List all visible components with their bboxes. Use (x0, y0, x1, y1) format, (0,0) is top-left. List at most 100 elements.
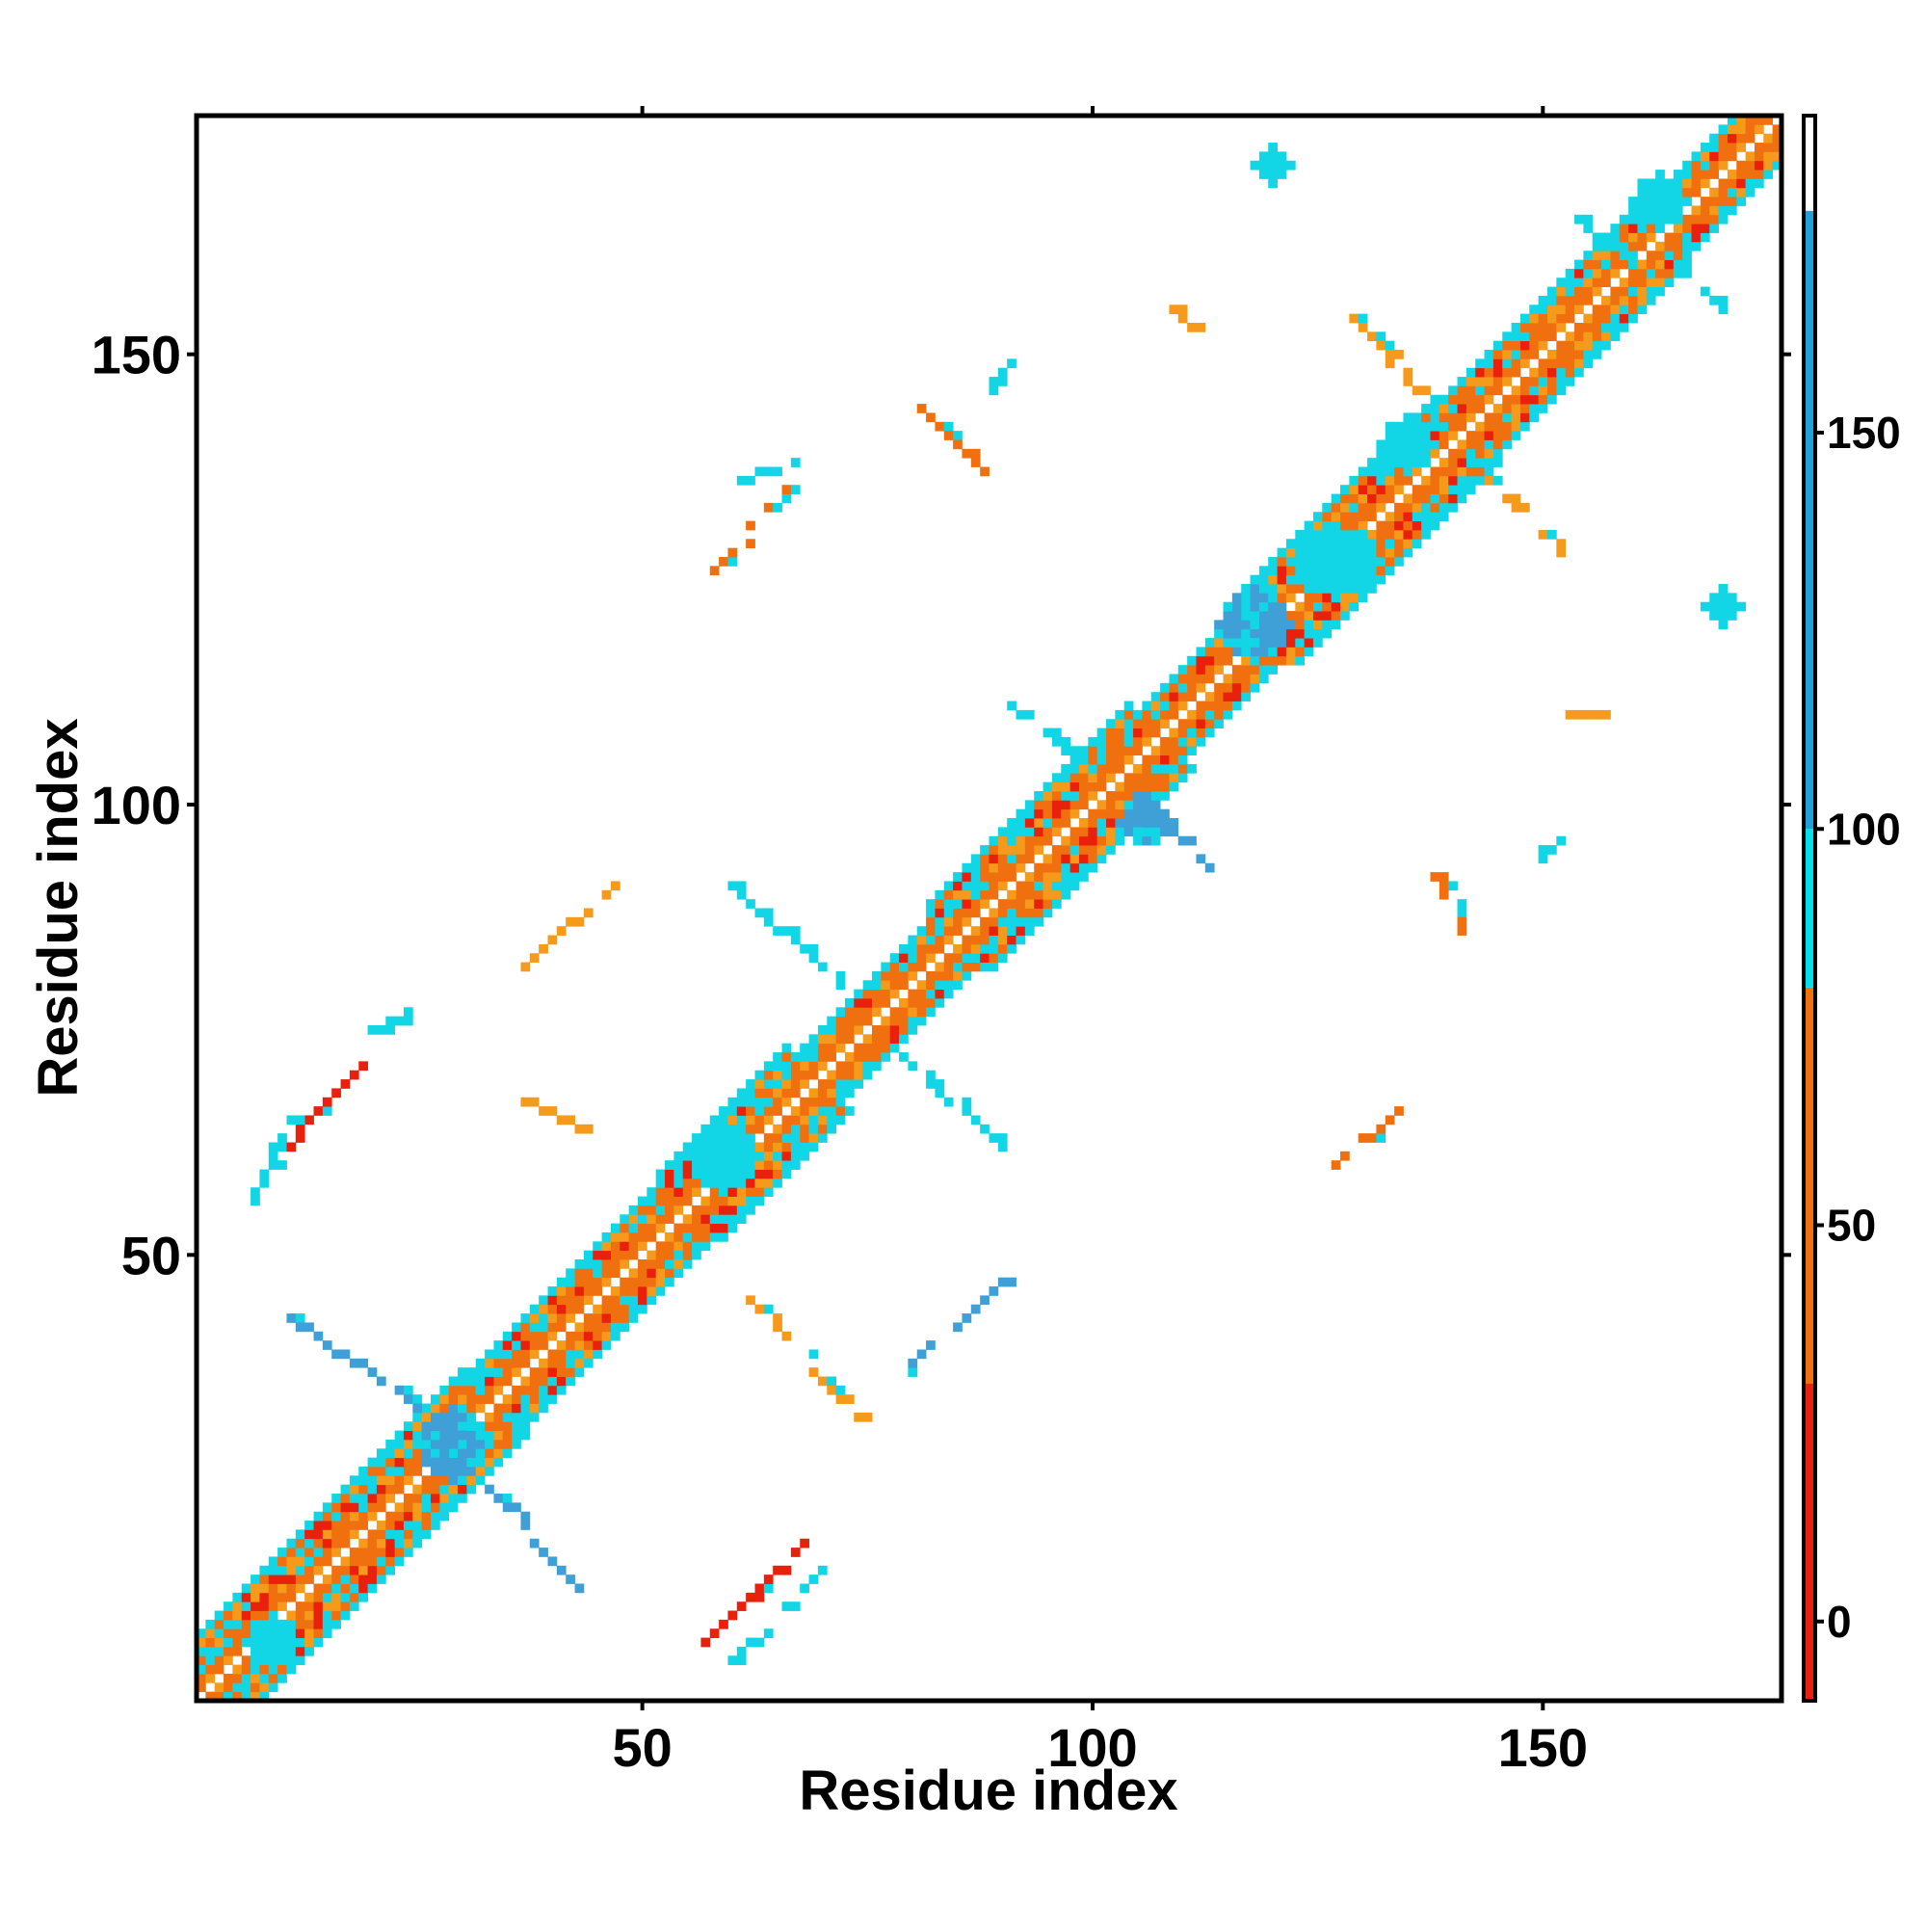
heatmap-cell (1556, 358, 1567, 369)
heatmap-cell (817, 1565, 828, 1575)
heatmap-cell (1331, 611, 1341, 621)
heatmap-cell (349, 1575, 359, 1584)
heatmap-cell (1007, 854, 1016, 864)
heatmap-cell (1169, 736, 1179, 747)
heatmap-cell (539, 1322, 548, 1333)
heatmap-cell (412, 1529, 423, 1540)
heatmap-cell (962, 1313, 972, 1323)
heatmap-cell (1421, 475, 1431, 486)
heatmap-cell (512, 1430, 521, 1441)
heatmap-cell (1106, 845, 1116, 855)
heatmap-cell (926, 916, 936, 927)
heatmap-cell (655, 1169, 666, 1179)
heatmap-cell (628, 1313, 639, 1323)
heatmap-cell (475, 1475, 486, 1486)
colorbar-band (1804, 210, 1815, 830)
heatmap-cell (1519, 412, 1530, 423)
heatmap-cell (719, 1204, 728, 1215)
heatmap-cell (1295, 647, 1306, 657)
heatmap-cell (1574, 286, 1584, 297)
heatmap-cell (1115, 808, 1125, 819)
heatmap-cell (1439, 493, 1449, 504)
heatmap-cell (376, 1548, 386, 1557)
heatmap-cell (241, 1583, 251, 1594)
heatmap-cell (1637, 268, 1648, 278)
heatmap-cell (601, 1277, 612, 1287)
heatmap-cell (259, 1628, 270, 1638)
heatmap-cell (1268, 638, 1278, 648)
heatmap-cell (475, 1448, 486, 1459)
heatmap-cell (926, 943, 936, 954)
heatmap-cell (1268, 655, 1278, 666)
heatmap-cell (1034, 881, 1043, 891)
heatmap-cell (224, 1619, 233, 1629)
heatmap-cell (547, 1313, 558, 1323)
heatmap-cell (241, 1610, 251, 1621)
heatmap-cell (844, 1070, 855, 1080)
heatmap-cell (529, 1394, 540, 1404)
heatmap-cell (763, 1061, 774, 1072)
heatmap-cell (431, 1394, 440, 1404)
heatmap-cell (295, 1601, 305, 1611)
heatmap-cell (1736, 116, 1747, 125)
heatmap-cell (1268, 566, 1278, 576)
heatmap-cell (1457, 908, 1467, 918)
heatmap-cell (1312, 574, 1323, 585)
heatmap-cell (1727, 197, 1737, 206)
heatmap-cell (403, 1466, 413, 1476)
heatmap-cell (899, 962, 909, 972)
heatmap-cell (980, 845, 990, 855)
heatmap-cell (1538, 377, 1548, 386)
heatmap-cell (566, 1268, 575, 1279)
heatmap-cell (205, 1646, 216, 1656)
heatmap-cell (1412, 458, 1422, 467)
heatmap-cell (1385, 466, 1395, 477)
heatmap-cell (358, 1358, 368, 1368)
heatmap-cell (1078, 773, 1089, 783)
heatmap-cell (512, 1421, 521, 1432)
heatmap-cell (1115, 800, 1125, 810)
heatmap-cell (259, 1637, 270, 1648)
heatmap-cell (1016, 899, 1026, 909)
heatmap-cell (1754, 116, 1764, 125)
heatmap-cell (322, 1583, 332, 1594)
heatmap-cell (286, 1610, 297, 1621)
heatmap-cell (1511, 350, 1521, 359)
heatmap-cell (1268, 151, 1278, 162)
heatmap-cell (637, 1268, 647, 1279)
heatmap-cell (763, 1133, 774, 1143)
heatmap-cell (746, 1592, 755, 1602)
heatmap-cell (1177, 754, 1188, 765)
heatmap-cell (1304, 611, 1314, 621)
heatmap-cell (673, 1250, 684, 1260)
heatmap-cell (1331, 529, 1341, 540)
heatmap-cell (1628, 268, 1638, 278)
heatmap-cell (439, 1466, 450, 1476)
heatmap-cell (808, 1034, 819, 1045)
heatmap-cell (989, 835, 999, 846)
heatmap-cell (1223, 611, 1233, 621)
heatmap-cell (916, 1007, 927, 1018)
heatmap-cell (1322, 556, 1333, 567)
heatmap-cell (1376, 493, 1386, 504)
heatmap-cell (1241, 655, 1251, 666)
heatmap-cell (610, 1313, 620, 1323)
heatmap-cell (754, 1115, 765, 1125)
heatmap-cell (1051, 872, 1062, 882)
heatmap-cell (1394, 350, 1404, 359)
heatmap-cell (1078, 790, 1089, 801)
heatmap-cell (1754, 151, 1764, 162)
heatmap-cell (719, 1214, 728, 1225)
heatmap-cell (1700, 151, 1710, 162)
heatmap-cell (1448, 881, 1458, 891)
heatmap-cell (224, 1628, 233, 1638)
heatmap-cell (556, 1277, 567, 1287)
heatmap-cell (808, 1133, 819, 1143)
heatmap-cell (997, 854, 1008, 864)
heatmap-cell (1682, 251, 1692, 260)
heatmap-cell (493, 1349, 504, 1360)
heatmap-cell (1546, 377, 1557, 386)
heatmap-cell (268, 1628, 278, 1638)
heatmap-cell (808, 943, 819, 954)
heatmap-cell (1745, 133, 1755, 144)
